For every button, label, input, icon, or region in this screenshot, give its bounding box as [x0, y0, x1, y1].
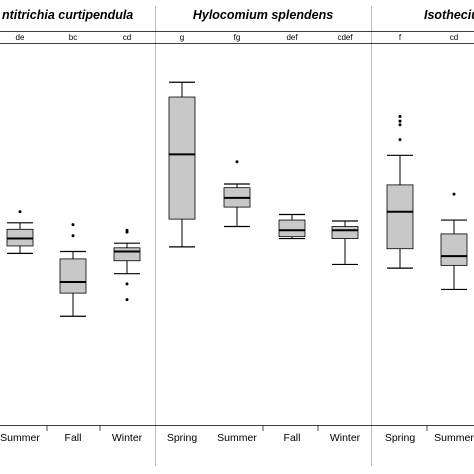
box-group-hylocomium-splendens-winter: cdef Winter [330, 33, 361, 444]
box-hylocomium-splendens-fall [278, 219, 306, 238]
outlier-antitrichia-curtipendula-winter-4 [125, 228, 129, 232]
outlier-isothecium-spring-3 [398, 119, 402, 123]
season-label-hylocomium-splendens-summer: Summer [217, 432, 257, 444]
box-group-hylocomium-splendens-spring: g Spring [167, 33, 198, 444]
outlier-isothecium-spring-2 [398, 123, 402, 127]
season-label-hylocomium-splendens-spring: Spring [167, 432, 198, 444]
box-group-isothecium-spring: f Spring [385, 33, 416, 444]
box-hylocomium-splendens-winter [331, 226, 359, 239]
panel-title-antitrichia-curtipendula: ntitrichia curtipendula [2, 8, 133, 22]
significance-letter-hylocomium-splendens-spring: g [180, 33, 184, 42]
panel-title-hylocomium-splendens: Hylocomium splendens [193, 8, 333, 22]
outlier-isothecium-spring-1 [398, 138, 402, 142]
season-band-ticks [46, 425, 428, 431]
box-group-antitrichia-curtipendula-winter: cd Winter [112, 33, 143, 444]
significance-letter-hylocomium-splendens-summer: fg [234, 33, 241, 42]
letter-band [0, 31, 474, 44]
box-group-antitrichia-curtipendula-fall: bc Fall [59, 33, 87, 444]
box-isothecium-spring [386, 184, 414, 250]
outlier-antitrichia-curtipendula-fall-2 [71, 223, 75, 227]
box-isothecium-summer [440, 233, 468, 266]
panel-dividers [155, 6, 372, 466]
season-label-antitrichia-curtipendula-summer: Summer [0, 432, 40, 444]
significance-letter-isothecium-spring: f [399, 33, 402, 42]
box-hylocomium-splendens-spring [168, 96, 196, 220]
significance-letter-antitrichia-curtipendula-winter: cd [123, 33, 131, 42]
season-label-antitrichia-curtipendula-winter: Winter [112, 432, 143, 444]
box-group-hylocomium-splendens-summer: fg Summer [217, 33, 257, 444]
box-group-isothecium-summer: cd Summer [434, 33, 474, 444]
panel-title-isothecium: Isotheciu [424, 8, 474, 22]
outlier-antitrichia-curtipendula-summer-1 [18, 210, 22, 214]
outlier-hylocomium-splendens-summer-1 [235, 160, 239, 164]
outlier-antitrichia-curtipendula-fall-1 [71, 234, 75, 238]
outlier-isothecium-summer-1 [452, 192, 456, 196]
significance-letter-isothecium-summer: cd [450, 33, 458, 42]
season-label-hylocomium-splendens-fall: Fall [284, 432, 301, 444]
significance-letter-antitrichia-curtipendula-fall: bc [69, 33, 77, 42]
panel-titles: ntitrichia curtipendula Hylocomium splen… [2, 8, 474, 22]
season-label-hylocomium-splendens-winter: Winter [330, 432, 361, 444]
significance-letter-hylocomium-splendens-fall: def [286, 33, 298, 42]
box-groups: de Summer bc Fall cd Winter g Spring fg Summer def… [0, 33, 474, 444]
box-antitrichia-curtipendula-winter [113, 247, 141, 262]
season-label-isothecium-spring: Spring [385, 432, 416, 444]
outlier-antitrichia-curtipendula-winter-2 [125, 282, 129, 286]
significance-letter-antitrichia-curtipendula-summer: de [16, 33, 25, 42]
box-antitrichia-curtipendula-fall [59, 258, 87, 294]
season-label-isothecium-summer: Summer [434, 432, 474, 444]
box-group-hylocomium-splendens-fall: def Fall [278, 33, 306, 444]
significance-letter-hylocomium-splendens-winter: cdef [337, 33, 353, 42]
season-label-antitrichia-curtipendula-fall: Fall [65, 432, 82, 444]
outlier-antitrichia-curtipendula-winter-1 [125, 298, 129, 302]
box-group-antitrichia-curtipendula-summer: de Summer [0, 33, 40, 444]
outlier-isothecium-spring-4 [398, 114, 402, 118]
